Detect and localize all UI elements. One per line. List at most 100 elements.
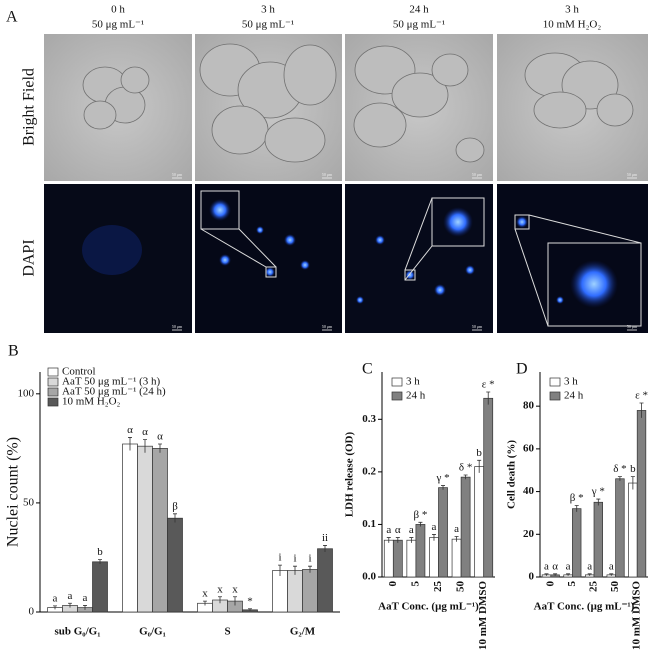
error-bar: [454, 536, 459, 542]
panel-label: A: [6, 9, 18, 26]
significance-label: α: [127, 424, 133, 436]
error-bar: [293, 565, 297, 575]
x-tick-label: 0: [544, 581, 556, 587]
y-tick-label: 60: [523, 442, 535, 454]
legend-label: 3 h: [406, 376, 420, 388]
significance-label: x: [232, 583, 238, 595]
bar: [383, 539, 394, 578]
significance-label: α: [157, 431, 163, 443]
bar: [615, 478, 625, 578]
error-bar: [553, 573, 558, 576]
y-tick-label: 40: [523, 485, 535, 497]
error-bar: [158, 443, 162, 453]
bright-field-images: [44, 34, 648, 181]
significance-label: β *: [413, 509, 427, 521]
legend-label: 24 h: [406, 390, 426, 402]
significance-label: a: [454, 523, 459, 535]
significance-label: a: [432, 521, 437, 533]
bar: [302, 569, 318, 613]
bar: [438, 487, 448, 578]
error-bar: [53, 605, 57, 610]
x-tick-label: 5: [566, 581, 578, 587]
significance-label: a: [53, 592, 58, 604]
significance-label: a: [386, 524, 391, 536]
error-bar: [486, 391, 491, 405]
significance-label: β *: [570, 492, 584, 504]
x-tick-label: 50: [609, 581, 621, 593]
y-axis-label: Nuclei count (%): [5, 437, 22, 547]
error-bar: [83, 605, 87, 610]
bar: [628, 482, 638, 578]
scale-bar-label: 50 μm: [322, 172, 333, 177]
error-bar: [278, 564, 282, 576]
error-bar: [128, 437, 132, 451]
error-bar: [173, 513, 177, 523]
x-tick-label: sub G₀/G₁: [54, 626, 100, 638]
column-condition: 10 mM H₂O₂: [543, 19, 602, 31]
error-bar: [418, 521, 423, 527]
y-tick-label: 0.0: [362, 571, 376, 583]
significance-label: i: [293, 553, 296, 565]
panel-a: A 0 h 50 μg mL⁻¹ 3 h 50 μg mL⁻¹ 24 h 50 …: [6, 4, 648, 333]
error-bar: [566, 573, 571, 576]
error-bar: [233, 596, 237, 606]
y-tick-label: 0: [29, 606, 35, 618]
y-axis-label: LDH release (OD): [344, 432, 356, 518]
bar: [593, 501, 603, 578]
bar: [636, 410, 647, 578]
legend-swatch: [47, 397, 59, 407]
x-tick-label: S: [224, 626, 230, 638]
significance-label: a: [409, 524, 414, 536]
significance-label: b: [476, 447, 482, 459]
x-tick-label: 10 mM DMSO: [477, 581, 489, 650]
significance-label: b: [630, 463, 636, 475]
scale-bar-label: 50 μm: [627, 324, 638, 329]
significance-label: ε *: [482, 379, 495, 391]
significance-label: δ *: [459, 462, 472, 474]
x-tick-label: 0: [387, 581, 399, 587]
error-bar: [431, 534, 436, 541]
scale-bar-label: 50 μm: [172, 172, 183, 177]
row-label: DAPI: [21, 239, 38, 276]
significance-label: a: [566, 560, 571, 572]
error-bar: [308, 565, 312, 573]
legend-label: 3 h: [564, 376, 578, 388]
significance-label: α: [142, 426, 148, 438]
significance-label: a: [544, 560, 549, 572]
panel-label: D: [516, 361, 528, 378]
y-tick-label: 0.2: [362, 465, 376, 477]
x-tick-label: G₀/G₁: [139, 626, 166, 638]
significance-label: δ *: [613, 463, 626, 475]
error-bar: [617, 476, 622, 481]
x-axis-label: AaT Conc. (μg mL⁻¹): [534, 601, 635, 613]
significance-label: ii: [322, 532, 328, 544]
error-bar: [203, 600, 207, 606]
column-time: 24 h: [409, 4, 429, 16]
error-bar: [323, 545, 327, 552]
scale-bars: 50 μm 50 μm 50 μm 50 μm 50 μm 50 μm 50 μm 50 μm: [172, 172, 638, 331]
y-axis-label: Cell death (%): [506, 440, 518, 509]
legend-swatch: [391, 377, 403, 387]
error-bar: [395, 537, 400, 543]
column-condition: 50 μg mL⁻¹: [393, 19, 445, 31]
x-tick-label: G₂/M: [290, 626, 316, 638]
legend-label: AaT 50 μg mL⁻¹ (24 h): [62, 386, 166, 398]
dapi-images: [44, 184, 648, 333]
bar: [287, 570, 303, 613]
significance-label: ε *: [635, 389, 648, 401]
error-bar: [98, 559, 102, 564]
y-tick-label: 80: [523, 400, 535, 412]
x-tick-label: 25: [432, 581, 444, 593]
bar: [429, 537, 439, 578]
panel-label: B: [8, 343, 19, 360]
scale-bar-label: 50 μm: [627, 172, 638, 177]
error-bar: [630, 476, 635, 490]
bar: [415, 524, 426, 578]
panel-label: C: [362, 361, 373, 378]
bar: [392, 539, 403, 578]
error-bar: [68, 602, 72, 608]
x-tick-label: 5: [409, 581, 421, 587]
significance-label: *: [247, 595, 253, 607]
legend-swatch: [47, 387, 59, 397]
